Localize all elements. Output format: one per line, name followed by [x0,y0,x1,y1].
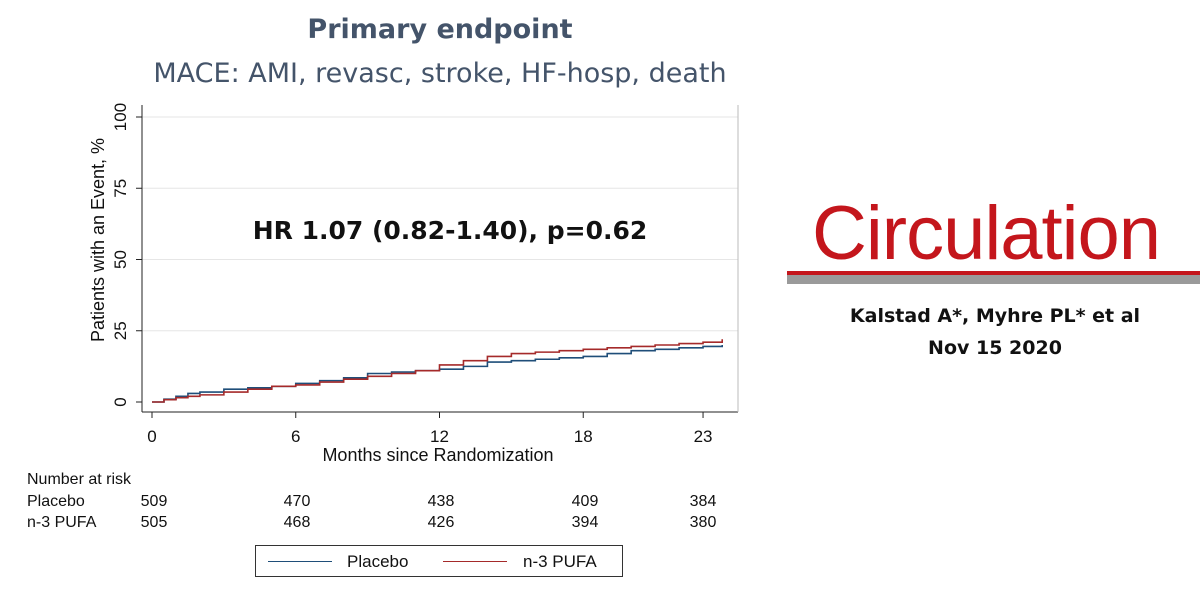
risk-value: 470 [283,493,311,510]
hazard-ratio-annotation: HR 1.07 (0.82-1.40), p=0.62 [252,216,648,245]
publication-date: Nov 15 2020 [928,337,1062,359]
y-tick-label: 0 [111,397,130,406]
risk-value: 384 [689,493,717,510]
x-tick-label: 12 [430,427,449,446]
x-tick-label: 18 [574,427,593,446]
risk-row-label-placebo: Placebo [27,493,85,510]
risk-value: 380 [689,514,717,531]
y-axis-label: Patients with an Event, % [88,138,108,342]
legend-swatch-n3pufa [443,561,507,562]
chart-legend: Placebo n-3 PUFA [255,545,623,577]
series-line-placebo [152,345,724,403]
risk-value: 394 [571,514,599,531]
chart-subtitle: MACE: AMI, revasc, stroke, HF-hosp, deat… [153,58,727,89]
risk-value: 509 [140,493,168,510]
authors-text: Kalstad A*, Myhre PL* et al [849,305,1141,327]
y-tick-label: 25 [111,321,130,340]
y-tick-label: 50 [111,250,130,269]
km-plot: 0 25 50 75 100 0 6 12 18 23 Patients with an Even… [88,103,739,465]
risk-value: 468 [283,514,311,531]
x-tick-label: 0 [147,427,156,446]
risk-table-header: Number at risk [27,471,132,488]
x-axis-label: Months since Randomization [322,445,553,465]
journal-logo: Circulation [812,191,1161,276]
legend-swatch-placebo [268,561,332,562]
risk-value: 409 [571,493,599,510]
legend-label-placebo: Placebo [347,552,409,571]
authors-block: Kalstad A*, Myhre PL* et al Nov 15 2020 [820,300,1170,364]
risk-row-label-n3pufa: n-3 PUFA [27,514,97,531]
legend-label-n3pufa: n-3 PUFA [523,552,597,571]
x-tick-label: 23 [694,427,713,446]
y-tick-label: 75 [111,179,130,198]
logo-underline-red [787,271,1200,275]
risk-value: 438 [427,493,455,510]
series-line-n3pufa [152,339,724,403]
x-tick-label: 6 [291,427,300,446]
risk-value: 426 [427,514,455,531]
logo-underline-gray [787,275,1200,284]
chart-title: Primary endpoint [307,14,573,45]
risk-value: 505 [140,514,168,531]
y-tick-label: 100 [111,103,130,131]
